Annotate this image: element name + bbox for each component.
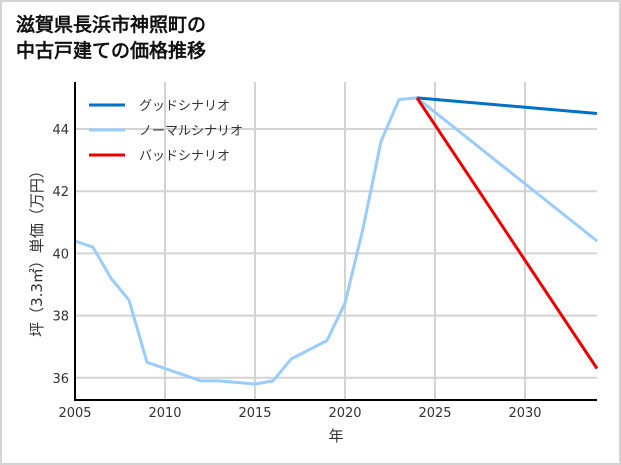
data-lines	[74, 96, 599, 386]
x-tick-labels: 2005 2010 2015 2020 2025 2030	[58, 406, 541, 421]
y-tick-label: 44	[52, 123, 69, 138]
x-tick-label: 2005	[58, 406, 91, 421]
legend-label: グッドシナリオ	[139, 99, 230, 114]
x-tick-label: 2010	[148, 406, 181, 421]
x-axis-label: 年	[328, 427, 343, 445]
legend-label: バッドシナリオ	[139, 149, 230, 164]
legend-label: ノーマルシナリオ	[139, 124, 243, 139]
y-tick-labels: 36 38 40 42 44	[52, 123, 69, 387]
series-line-0	[416, 96, 598, 115]
x-tick-label: 2025	[418, 406, 451, 421]
y-tick-label: 36	[52, 372, 69, 387]
y-axis-label: 坪（3.3㎡）単価（万円）	[28, 163, 46, 337]
x-tick-label: 2015	[238, 406, 271, 421]
series-line-2	[415, 97, 599, 370]
chart-title-line1: 滋賀県長浜市神照町の	[16, 14, 207, 36]
axes	[74, 82, 597, 401]
chart-title-line2: 中古戸建ての価格推移	[16, 40, 207, 62]
x-tick-label: 2030	[508, 406, 541, 421]
y-tick-label: 42	[52, 185, 69, 200]
chart-title: 滋賀県長浜市神照町の 中古戸建ての価格推移	[16, 12, 206, 64]
y-tick-label: 38	[52, 310, 69, 325]
grid-lines	[75, 82, 597, 400]
y-tick-label: 40	[52, 247, 69, 262]
series-line-1	[74, 96, 598, 386]
x-tick-label: 2020	[328, 406, 361, 421]
